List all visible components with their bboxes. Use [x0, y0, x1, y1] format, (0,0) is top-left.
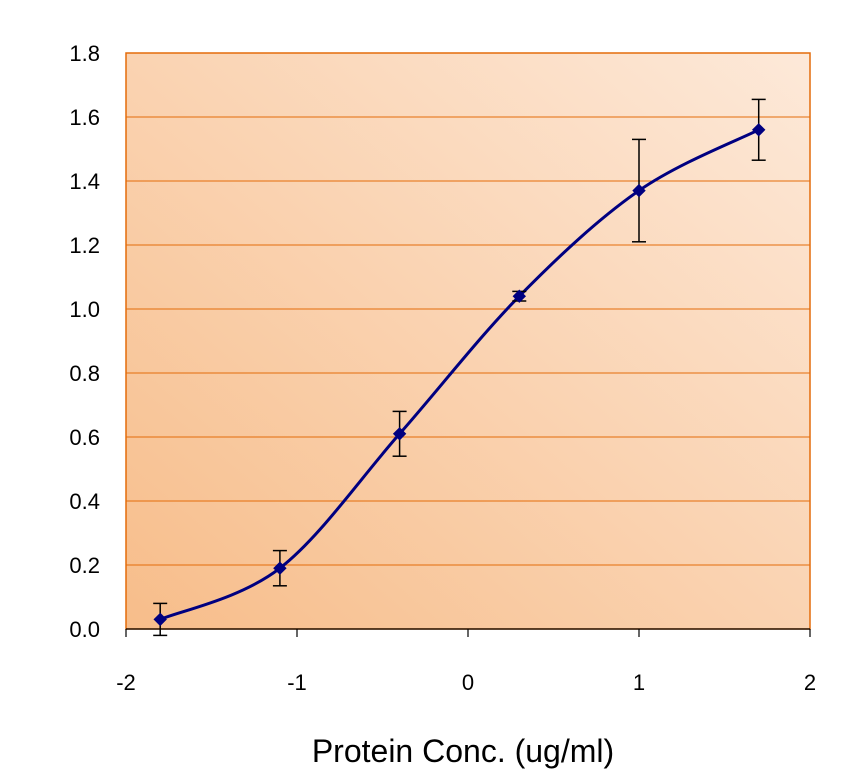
data-point: [153, 612, 167, 627]
data-point: [392, 427, 407, 441]
data-point: [273, 561, 287, 575]
x-tick-label: -1: [287, 670, 307, 695]
y-tick-label: 1.0: [69, 297, 100, 322]
x-tick-label: 0: [462, 670, 474, 695]
x-tick-label: 1: [633, 670, 645, 695]
series-line: [159, 128, 760, 621]
y-tick-label: 0.8: [69, 361, 100, 386]
y-tick-label: 1.6: [69, 105, 100, 130]
y-tick-label: 0.0: [69, 617, 100, 642]
y-tick-label: 1.8: [69, 41, 100, 66]
y-tick-labels: 0.0 0.2 0.4 0.6 0.8 1.0 1.2 1.4 1.6 1.8: [69, 41, 100, 642]
data-point: [512, 289, 527, 303]
y-tick-label: 0.2: [69, 553, 100, 578]
series-group: [153, 98, 766, 637]
x-axis-title: Protein Conc. (ug/ml): [312, 733, 614, 769]
data-point: [751, 123, 766, 137]
y-tick-label: 0.6: [69, 425, 100, 450]
y-tick-label: 0.4: [69, 489, 100, 514]
data-point: [632, 183, 646, 198]
gridlines: [126, 52, 810, 566]
axes: [125, 628, 811, 637]
x-tick-label: 2: [804, 670, 816, 695]
y-tick-label: 1.4: [69, 169, 100, 194]
x-tick-label: -2: [116, 670, 136, 695]
x-tick-labels: -2 -1 0 1 2: [116, 670, 816, 695]
y-tick-label: 1.2: [69, 233, 100, 258]
plot-area: [125, 52, 811, 630]
